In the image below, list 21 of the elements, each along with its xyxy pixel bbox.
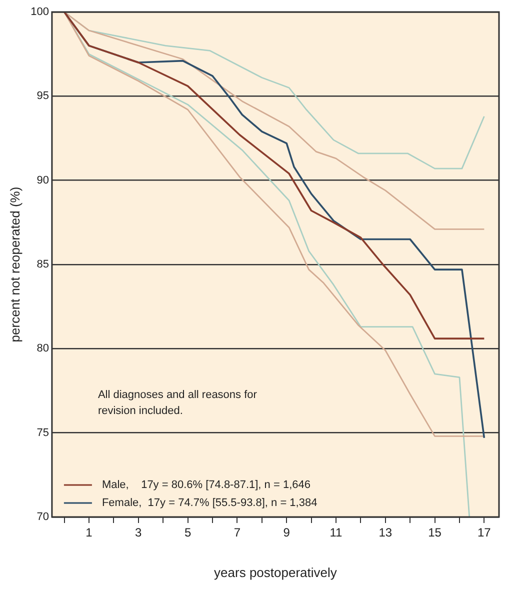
x-tick-label: 3 — [135, 526, 142, 540]
x-tick-label: 7 — [234, 526, 241, 540]
x-tick-label: 15 — [428, 526, 442, 540]
x-axis-title: years postoperatively — [214, 564, 338, 580]
y-axis-title: percent not reoperated (%) — [7, 186, 22, 342]
x-tick-label: 9 — [283, 526, 290, 540]
y-tick-label: 90 — [36, 174, 49, 186]
y-tick-label: 100 — [30, 6, 49, 18]
legend-label: Male, 17y = 80.6% [74.8-87.1], n = 1,646 — [102, 479, 310, 492]
y-tick-label: 85 — [36, 258, 49, 271]
x-tick-label: 5 — [184, 526, 192, 540]
legend-label: Female, 17y = 74.7% [55.5-93.8], n = 1,384 — [102, 497, 318, 510]
y-tick-label: 95 — [36, 90, 49, 102]
y-tick-label: 80 — [36, 342, 49, 355]
y-tick-label: 75 — [36, 426, 49, 439]
x-tick-label: 17 — [478, 526, 492, 540]
x-tick-label: 11 — [330, 526, 343, 540]
y-tick-label: 70 — [36, 511, 49, 524]
x-tick-label: 13 — [378, 526, 392, 540]
annotation: All diagnoses and all reasons for revision included. — [98, 389, 258, 418]
x-tick-label: 1 — [86, 526, 93, 540]
